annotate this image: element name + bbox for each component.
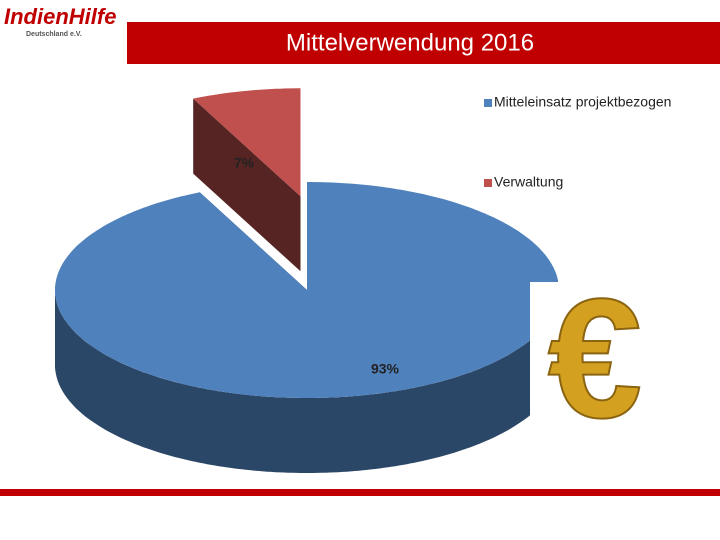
legend: Mitteleinsatz projektbezogen Verwaltung (484, 94, 671, 190)
title-bar (127, 22, 720, 64)
legend-swatch (484, 179, 492, 187)
euro-box (530, 282, 658, 452)
slice (55, 182, 559, 398)
legend-label: Verwaltung (494, 174, 563, 190)
slice (193, 88, 301, 197)
legend-label: Mitteleinsatz projektbezogen (494, 94, 671, 110)
bottom-rule (0, 489, 720, 496)
euro-icon: € (548, 264, 643, 454)
logo-tagline: Deutschland e.V. (26, 31, 82, 38)
legend-swatch (484, 99, 492, 107)
data-label: 7% (234, 155, 255, 171)
logo-name: IndienHilfe (4, 4, 116, 29)
chart-title: Mittelverwendung 2016 (286, 29, 534, 56)
data-label: 93% (371, 361, 400, 377)
slice-side (193, 98, 301, 272)
pie: 7% 93% (55, 88, 559, 473)
slice-wall (55, 290, 559, 473)
